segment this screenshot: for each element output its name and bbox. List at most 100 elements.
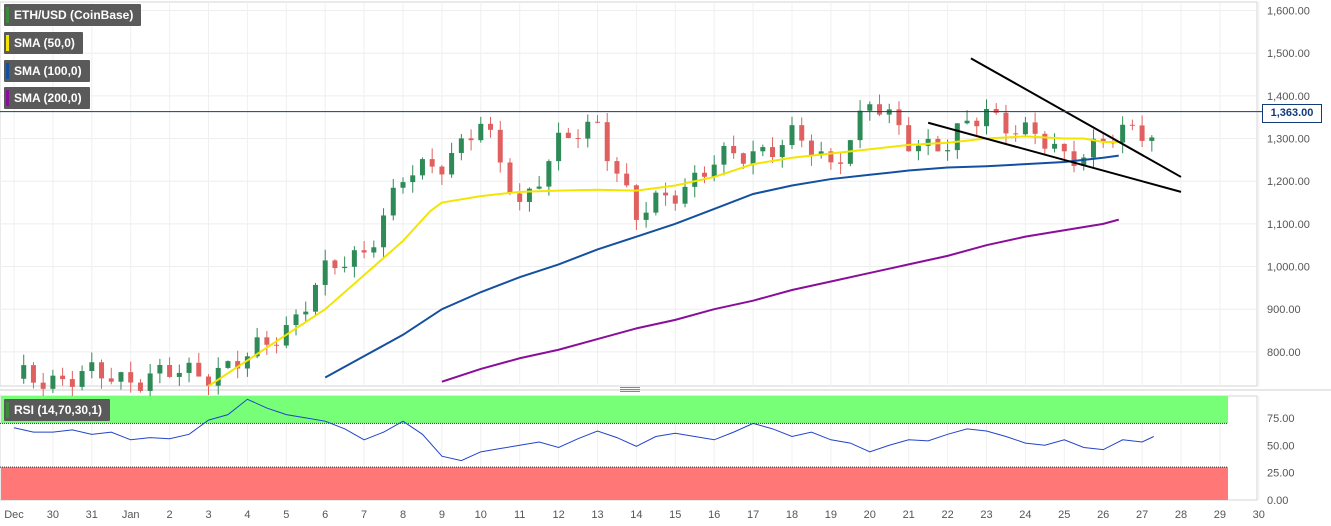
candle-body (692, 172, 698, 187)
price-tick-label: 800.00 (1267, 347, 1301, 359)
candle-body (167, 365, 173, 377)
time-tick-label: 10 (475, 509, 487, 521)
sma100-label-text: SMA (100,0) (14, 64, 82, 78)
candle-body (1013, 133, 1019, 135)
price-tick-label: 1,000.00 (1267, 262, 1310, 274)
candle-body (137, 382, 143, 391)
candles (21, 94, 1155, 400)
time-tick-label: 20 (864, 509, 876, 521)
sma200-swatch (6, 90, 9, 106)
candle-body (799, 125, 805, 141)
time-tick-label: 18 (786, 509, 798, 521)
price-tick-label: 1,100.00 (1267, 219, 1310, 231)
candle-body (497, 129, 503, 163)
moving-averages (207, 135, 1120, 387)
sma50-label[interactable]: SMA (50,0) (4, 32, 83, 54)
candle-body (274, 344, 280, 346)
time-tick-label: 31 (86, 509, 98, 521)
pane-resize-handle[interactable] (620, 386, 640, 394)
candle-body (60, 375, 66, 380)
candle-body (40, 382, 46, 389)
candle-body (935, 138, 941, 152)
candle-body (89, 362, 95, 372)
price-tick-label: 1,400.00 (1267, 91, 1310, 103)
candle-body (1149, 137, 1155, 141)
rsi-panel (0, 396, 1228, 500)
candle-body (877, 104, 883, 115)
time-tick-label: 30 (1253, 509, 1265, 521)
candle-body (546, 161, 552, 187)
candle-body (672, 195, 678, 204)
time-tick-label: 30 (47, 509, 59, 521)
candle-body (517, 193, 523, 202)
candle-body (653, 192, 659, 213)
candle-body (1071, 151, 1077, 166)
candle-body (351, 250, 357, 267)
candle-body (624, 173, 630, 186)
candle-body (419, 159, 425, 176)
candle-body (108, 378, 114, 382)
candle-body (488, 123, 494, 130)
rsi-line (13, 398, 1154, 462)
time-tick-label: 5 (283, 509, 289, 521)
candle-body (254, 337, 260, 357)
rsi-label-text: RSI (14,70,30,1) (14, 403, 103, 417)
sma200-label[interactable]: SMA (200,0) (4, 87, 90, 109)
candle-body (770, 147, 776, 158)
candle-body (585, 121, 591, 139)
rsi-oversold-zone (1, 467, 1228, 500)
candle-body (225, 361, 231, 368)
candle-body (643, 212, 649, 220)
candle-body (118, 372, 124, 382)
candle-body (21, 365, 27, 379)
candle-body (604, 122, 610, 162)
time-tick-label: 19 (825, 509, 837, 521)
candle-body (536, 186, 542, 189)
candle-body (30, 365, 36, 383)
time-tick-label: 22 (941, 509, 953, 521)
rsi-tick-label: 0.00 (1267, 495, 1288, 507)
candle-body (682, 186, 688, 204)
instrument-label-text: ETH/USD (CoinBase) (14, 8, 134, 22)
candle-body (449, 152, 455, 175)
candle-body (779, 145, 785, 158)
candle-body (760, 147, 766, 152)
candle-body (186, 362, 192, 373)
rsi-overbought-zone (1, 396, 1228, 424)
candle-body (507, 162, 513, 194)
candle-body (867, 104, 873, 111)
candle-body (750, 151, 756, 164)
time-tick-label: 2 (167, 509, 173, 521)
candle-body (176, 372, 182, 377)
price-tick-label: 1,500.00 (1267, 48, 1310, 60)
candle-body (312, 284, 318, 312)
rsi-label[interactable]: RSI (14,70,30,1) (4, 399, 111, 421)
candle-body (468, 138, 474, 141)
candle-body (244, 356, 250, 369)
candle-body (857, 110, 863, 141)
price-tick-label: 1,200.00 (1267, 176, 1310, 188)
time-tick-label: 6 (322, 509, 328, 521)
price-tick-label: 1,300.00 (1267, 134, 1310, 146)
candle-body (575, 138, 581, 140)
candle-body (1120, 124, 1126, 143)
candle-body (400, 182, 406, 188)
sma100-label[interactable]: SMA (100,0) (4, 60, 90, 82)
time-tick-label: 12 (552, 509, 564, 521)
candle-body (663, 192, 669, 196)
candle-body (342, 266, 348, 269)
candle-body (79, 371, 85, 387)
rsi-swatch (6, 402, 9, 418)
instrument-label[interactable]: ETH/USD (CoinBase) (4, 4, 142, 26)
candle-body (1090, 138, 1096, 158)
candle-body (410, 175, 416, 183)
candle-body (439, 166, 445, 175)
candle-body (1022, 122, 1028, 135)
candle-body (818, 151, 824, 156)
time-tick-label: 21 (903, 509, 915, 521)
candle-body (954, 123, 960, 151)
rsi-tick-label: 75.00 (1267, 413, 1295, 425)
candle-body (701, 172, 707, 177)
candle-body (196, 362, 202, 377)
sma50-swatch (6, 35, 9, 51)
